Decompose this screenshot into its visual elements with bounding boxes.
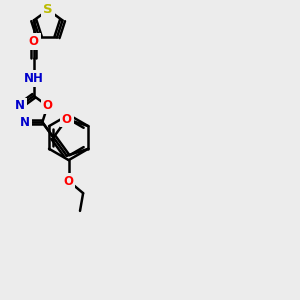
- Text: O: O: [64, 175, 74, 188]
- Text: O: O: [43, 99, 52, 112]
- Text: NH: NH: [24, 72, 44, 85]
- Text: O: O: [29, 35, 39, 48]
- Text: O: O: [62, 112, 72, 126]
- Text: N: N: [20, 116, 30, 129]
- Text: S: S: [43, 3, 53, 16]
- Text: N: N: [15, 99, 25, 112]
